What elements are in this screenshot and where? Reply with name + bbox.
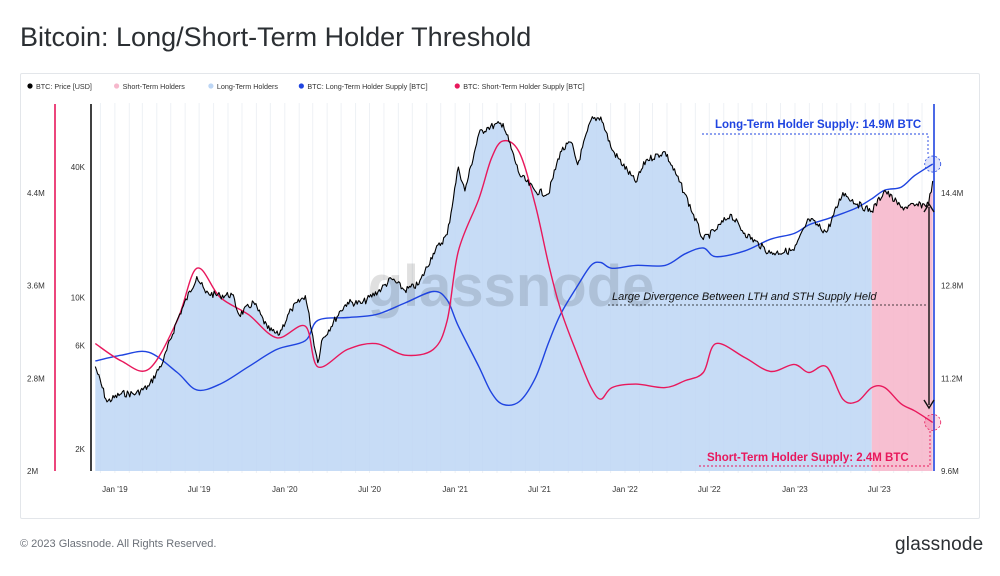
lth-tick-label-1: 11.2M	[941, 374, 963, 383]
sth-tick-label-2: 3.6M	[27, 282, 45, 291]
legend-label-2: Long-Term Holders	[217, 82, 279, 91]
lth-tick-label-0: 9.6M	[941, 467, 959, 476]
legend-label-0: BTC: Price [USD]	[36, 82, 92, 91]
price-tick-label-1: 6K	[75, 342, 85, 351]
lth-end-marker	[924, 155, 942, 173]
btc-price-line	[94, 116, 934, 403]
lth-shaded-area	[95, 116, 872, 471]
x-tick-label-2: Jan '20	[272, 485, 298, 494]
sth-tick-label-0: 2M	[27, 467, 38, 476]
x-tick-label-7: Jul '22	[698, 485, 721, 494]
price-tick-label-2: 10K	[71, 293, 86, 302]
x-tick-label-5: Jul '21	[528, 485, 551, 494]
copyright-text: © 2023 Glassnode. All Rights Reserved.	[20, 538, 217, 550]
lth-tick-label-3: 14.4M	[941, 189, 964, 198]
x-tick-label-9: Jul '23	[868, 485, 891, 494]
series-lines	[94, 116, 934, 423]
divergence-annotation: Large Divergence Between LTH and STH Sup…	[612, 291, 877, 303]
price-tick-label-0: 2K	[75, 445, 85, 454]
legend-label-1: Short-Term Holders	[123, 82, 186, 91]
legend-swatch-3	[298, 83, 304, 89]
sth-supply-line	[94, 139, 934, 423]
x-tick-label-4: Jan '21	[442, 485, 468, 494]
x-tick-label-1: Jul '19	[188, 485, 211, 494]
chart-svg: BTC: Price [USD] Short-Term Holders Long-T…	[27, 82, 964, 494]
chart-legend: BTC: Price [USD] Short-Term Holders Long-T…	[27, 82, 585, 91]
legend-swatch-0	[27, 83, 33, 89]
sth-shaded-area	[871, 180, 933, 471]
lth-annotation-leader	[702, 133, 929, 156]
sth-annotation-leader	[699, 430, 931, 467]
lth-tick-label-2: 12.8M	[941, 282, 964, 291]
holder-shading	[95, 116, 933, 471]
page-title: Bitcoin: Long/Short-Term Holder Threshol…	[20, 22, 532, 52]
annotations: Long-Term Holder Supply: 14.9M BTC Short-…	[608, 119, 942, 467]
legend-swatch-1	[114, 83, 120, 89]
x-tick-label-0: Jan '19	[102, 485, 128, 494]
sth-end-marker	[924, 413, 942, 431]
x-tick-label-8: Jan '23	[782, 485, 808, 494]
legend-label-3: BTC: Long-Term Holder Supply [BTC]	[307, 82, 427, 91]
lth-supply-annotation: Long-Term Holder Supply: 14.9M BTC	[715, 119, 921, 131]
legend-swatch-2	[208, 83, 214, 89]
glassnode-logo: glassnode	[895, 534, 984, 555]
x-tick-label-3: Jul '20	[358, 485, 381, 494]
sth-supply-annotation: Short-Term Holder Supply: 2.4M BTC	[707, 452, 909, 464]
legend-swatch-4	[454, 83, 460, 89]
chart-panel: BTC: Price [USD] Short-Term Holders Long-T…	[20, 73, 980, 519]
sth-tick-label-3: 4.4M	[27, 189, 45, 198]
lth-supply-line	[95, 163, 934, 406]
divergence-arrow-bottom	[923, 399, 935, 410]
price-tick-label-3: 40K	[71, 163, 86, 172]
sth-tick-label-1: 2.8M	[27, 374, 45, 383]
legend-label-4: BTC: Short-Term Holder Supply [BTC]	[463, 82, 584, 91]
x-tick-label-6: Jan '22	[612, 485, 638, 494]
divergence-arrow-top	[923, 202, 935, 213]
